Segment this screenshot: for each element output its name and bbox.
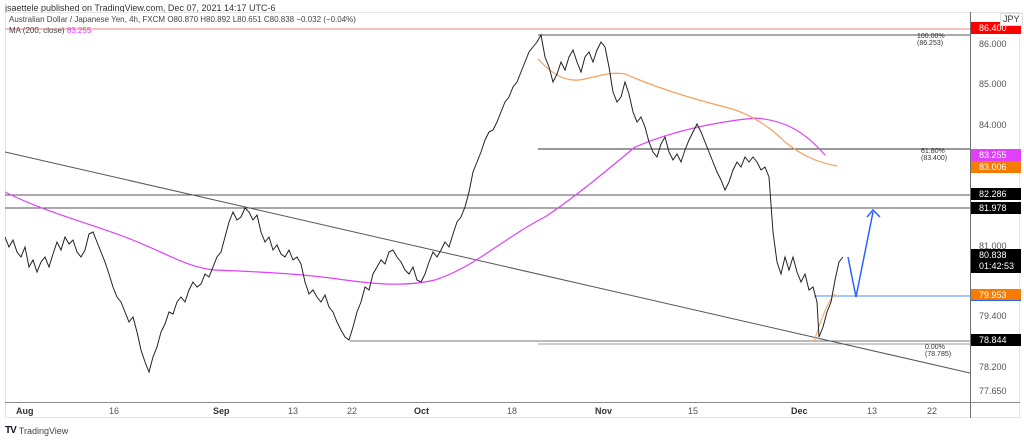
- price-tick: 78.200: [979, 362, 1007, 372]
- time-tick: 15: [688, 406, 699, 416]
- axis-corner: [970, 402, 1020, 418]
- time-tick: Aug: [16, 406, 34, 416]
- chart-frame: [5, 12, 1020, 418]
- price-tick: 81.000: [979, 241, 1007, 251]
- price-badge-82286: 82.286: [971, 188, 1021, 200]
- price-tick: 79.400: [979, 311, 1007, 321]
- tradingview-logo-icon[interactable]: TV: [5, 425, 17, 436]
- price-badge-78844: 78.844: [971, 334, 1021, 346]
- price-badge-81978: 81.978: [971, 202, 1021, 214]
- time-tick: 13: [288, 406, 299, 416]
- time-tick: Dec: [791, 406, 808, 416]
- time-tick: Oct: [414, 406, 430, 416]
- price-tick: 85.000: [979, 79, 1007, 89]
- time-tick: 22: [927, 406, 938, 416]
- time-axis[interactable]: Aug 16 Sep 13 22 Oct 18 Nov 15 Dec 13 22: [5, 402, 970, 418]
- chart-legend: Australian Dollar / Japanese Yen, 4h, FX…: [9, 14, 356, 36]
- ma-value: 83.255: [66, 26, 92, 35]
- last-price: 80.838: [979, 250, 1007, 260]
- price-bars: [5, 33, 844, 374]
- bar-countdown: 01:42:53: [979, 261, 1015, 271]
- time-tick: 18: [507, 406, 518, 416]
- footer-brand[interactable]: TradingView: [18, 425, 69, 436]
- ohlc-values: O80.870 H80.892 L80.651 C80.838 −0.032 (…: [167, 15, 356, 24]
- ma-legend-line[interactable]: MA (200, close) 83.255: [9, 25, 356, 36]
- symbol-title[interactable]: Australian Dollar / Japanese Yen, 4h, FX…: [9, 15, 166, 24]
- time-tick: 13: [867, 406, 878, 416]
- price-tick: 86.000: [979, 39, 1007, 49]
- descending-trendline: [5, 151, 970, 374]
- publisher-caption: jsaettele published on TradingView.com, …: [5, 3, 276, 13]
- projection-arrowhead-icon: [866, 208, 881, 218]
- time-tick: 16: [109, 406, 120, 416]
- fib-618-label: 61.80%(83.400): [921, 148, 948, 162]
- time-tick: Nov: [595, 406, 613, 416]
- currency-badge[interactable]: JPY: [1000, 13, 1023, 26]
- fib-0-label: 0.00%(78.785): [925, 344, 952, 358]
- chart-plot-area[interactable]: 100.00%(86.253) 61.80%(83.400) 0.00%(78.…: [5, 12, 970, 402]
- ma-orange-line: [537, 58, 838, 167]
- price-badge-last: 80.838 01:42:53: [971, 249, 1021, 273]
- price-badge-ma-orange: 83.006: [971, 161, 1021, 173]
- price-chart-svg: [5, 28, 970, 374]
- fib-100-label: 100.00%(86.253): [917, 33, 945, 47]
- price-tick: 77.650: [979, 386, 1007, 396]
- footer: TV TradingView: [5, 425, 68, 436]
- ma-orange-short: [813, 293, 836, 343]
- price-scale[interactable]: 86.000 85.000 84.000 81.000 79.400 78.20…: [970, 12, 1021, 402]
- symbol-line: Australian Dollar / Japanese Yen, 4h, FX…: [9, 14, 356, 25]
- time-tick: 22: [347, 406, 358, 416]
- time-tick: Sep: [213, 406, 230, 416]
- price-badge-79953: 79.953: [971, 289, 1021, 301]
- projection-arrow: [847, 211, 874, 298]
- ma200-line: [5, 117, 826, 285]
- price-tick: 84.000: [979, 120, 1007, 130]
- price-badge-ma200: 83.255: [971, 149, 1021, 161]
- ma-label: MA (200, close): [9, 26, 65, 35]
